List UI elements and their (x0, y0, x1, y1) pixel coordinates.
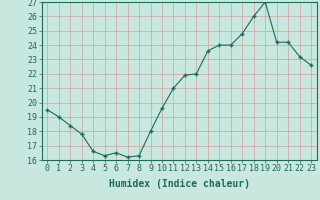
X-axis label: Humidex (Indice chaleur): Humidex (Indice chaleur) (109, 179, 250, 189)
